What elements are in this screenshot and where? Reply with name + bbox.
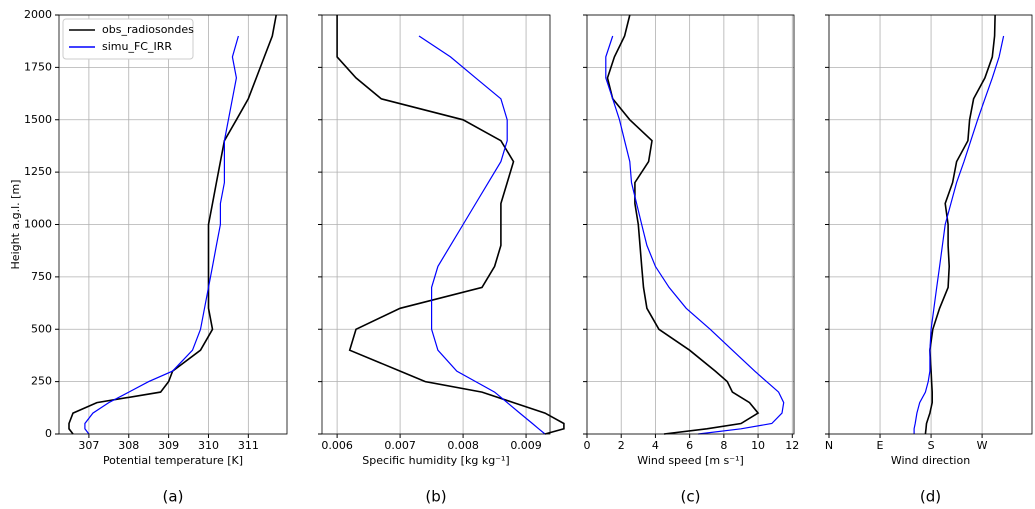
panel-caption: (a) (163, 488, 184, 506)
x-tick-label: 0.007 (384, 439, 416, 452)
x-tick-label: 8 (720, 439, 727, 452)
x-tick-label: 310 (198, 439, 219, 452)
x-tick-label: 308 (118, 439, 139, 452)
x-tick-label: 2 (618, 439, 625, 452)
x-tick-label: 311 (238, 439, 259, 452)
x-axis-label: Wind direction (891, 454, 970, 467)
data-line (418, 35, 546, 435)
y-axis-label: Height a.g.l. [m] (9, 180, 22, 270)
plot-frame (58, 14, 288, 435)
data-line (605, 35, 785, 435)
x-axis-label: Potential temperature [K] (103, 454, 243, 467)
data-line (68, 14, 277, 435)
data-line (924, 14, 996, 435)
legend-box (62, 18, 194, 60)
x-tick-label: 0.006 (321, 439, 353, 452)
x-tick-label: 6 (686, 439, 693, 452)
y-tick-label: 750 (31, 270, 52, 283)
y-tick-label: 1250 (24, 165, 52, 178)
legend-label: obs_radiosondes (102, 23, 194, 36)
x-tick-label: 0.009 (510, 439, 542, 452)
x-tick-label: S (928, 439, 935, 452)
x-axis-label: Specific humidity [kg kg⁻¹] (362, 454, 509, 467)
panel-caption: (b) (425, 488, 446, 506)
x-tick-label: 307 (78, 439, 99, 452)
x-tick-label: 4 (652, 439, 659, 452)
x-tick-label: W (977, 439, 988, 452)
plot-frame (321, 14, 551, 435)
y-tick-label: 1000 (24, 218, 52, 231)
x-tick-label: E (877, 439, 884, 452)
y-tick-label: 250 (31, 375, 52, 388)
plot-frame (828, 14, 1033, 435)
x-tick-label: 12 (785, 439, 799, 452)
x-tick-label: 10 (751, 439, 765, 452)
y-tick-label: 2000 (24, 8, 52, 21)
y-tick-label: 0 (45, 427, 52, 440)
x-tick-label: 309 (158, 439, 179, 452)
x-axis-label: Wind speed [m s⁻¹] (637, 454, 744, 467)
x-tick-label: N (825, 439, 833, 452)
y-tick-label: 500 (31, 322, 52, 335)
data-line (84, 35, 239, 435)
legend-label: simu_FC_IRR (102, 40, 172, 53)
x-tick-label: 0 (584, 439, 591, 452)
y-tick-label: 1500 (24, 113, 52, 126)
plot-frame (586, 14, 795, 435)
data-line (336, 15, 565, 435)
panel-caption: (d) (920, 488, 941, 506)
x-tick-label: 0.008 (447, 439, 479, 452)
panel-caption: (c) (681, 488, 701, 506)
data-line (913, 35, 1005, 434)
y-tick-label: 1750 (24, 60, 52, 73)
